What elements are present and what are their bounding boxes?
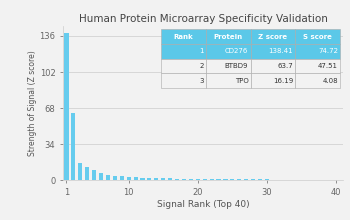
Bar bbox=[147, 178, 152, 180]
Bar bbox=[203, 179, 207, 180]
Bar bbox=[99, 173, 103, 180]
Bar bbox=[210, 179, 214, 180]
Bar bbox=[182, 179, 186, 180]
Bar bbox=[92, 170, 96, 180]
Bar bbox=[120, 176, 124, 180]
Bar bbox=[113, 176, 117, 180]
Bar bbox=[85, 167, 89, 180]
Bar bbox=[175, 179, 179, 180]
Bar bbox=[237, 179, 241, 180]
Bar bbox=[223, 179, 228, 180]
Bar bbox=[154, 178, 159, 180]
Bar bbox=[64, 33, 69, 180]
Bar bbox=[71, 113, 76, 180]
Bar bbox=[106, 174, 110, 180]
Bar bbox=[230, 179, 235, 180]
X-axis label: Signal Rank (Top 40): Signal Rank (Top 40) bbox=[157, 200, 249, 209]
Bar bbox=[217, 179, 220, 180]
Bar bbox=[196, 179, 200, 180]
Bar bbox=[133, 177, 138, 180]
Bar bbox=[244, 179, 248, 180]
Bar bbox=[140, 178, 145, 180]
Bar bbox=[161, 178, 165, 180]
Bar bbox=[78, 163, 82, 180]
Bar bbox=[168, 178, 172, 180]
Bar bbox=[251, 179, 255, 180]
Y-axis label: Strength of Signal (Z score): Strength of Signal (Z score) bbox=[28, 51, 37, 156]
Title: Human Protein Microarray Specificity Validation: Human Protein Microarray Specificity Val… bbox=[78, 14, 328, 24]
Bar bbox=[189, 179, 193, 180]
Bar bbox=[127, 177, 131, 180]
